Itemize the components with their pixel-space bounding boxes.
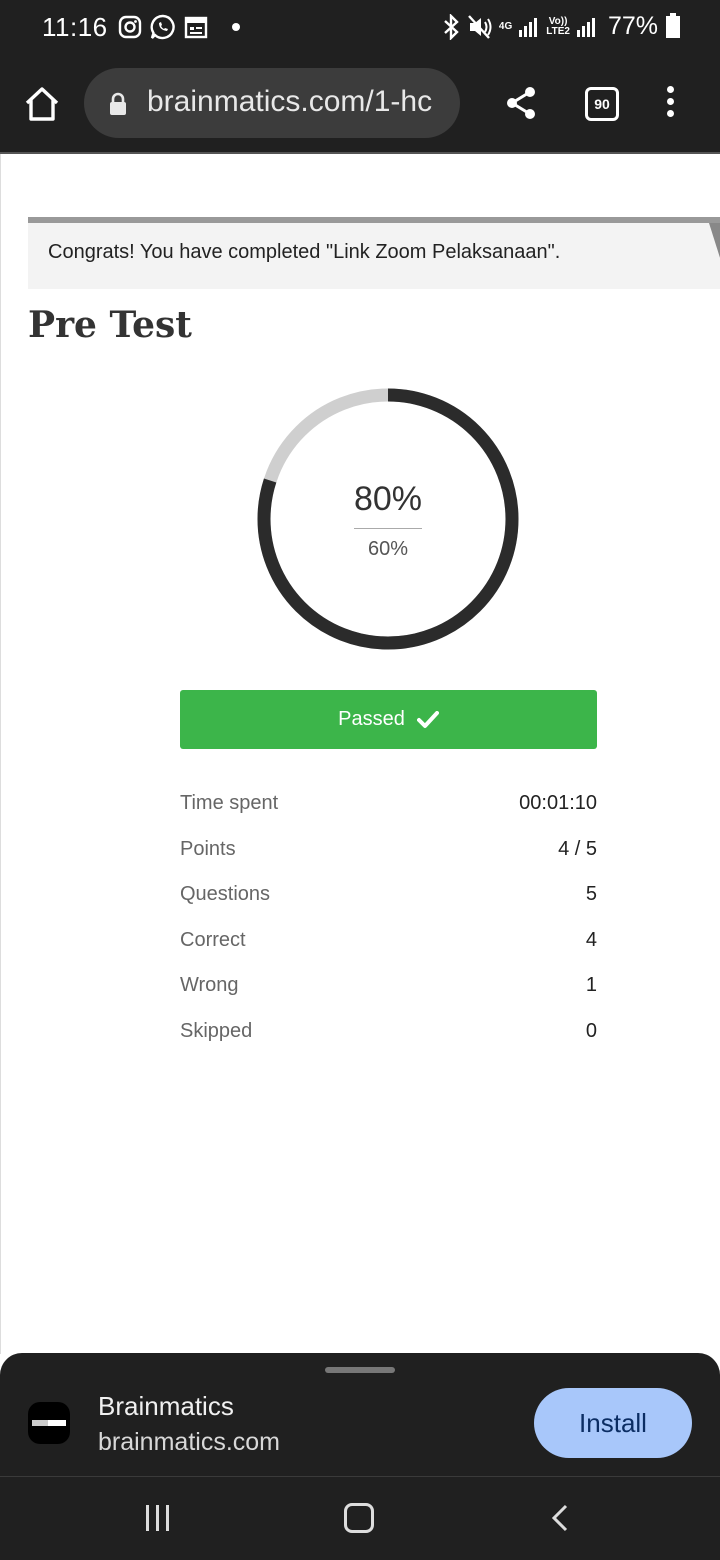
network-vo-label: Vo)) bbox=[548, 15, 568, 27]
stat-label: Skipped bbox=[180, 1019, 253, 1042]
system-icons: 4G Vo)) LTE2 77% bbox=[441, 12, 680, 41]
battery-percent: 77% bbox=[607, 12, 658, 40]
quiz-stats: Time spent 00:01:10 Points 4 / 5 Questio… bbox=[180, 792, 597, 1066]
stat-label: Wrong bbox=[180, 974, 239, 997]
score-ring: 80% 60% bbox=[257, 388, 519, 650]
tab-switcher-button[interactable]: 90 bbox=[585, 87, 619, 121]
nav-home-icon[interactable] bbox=[344, 1503, 374, 1533]
install-button[interactable]: Install bbox=[534, 1388, 692, 1458]
stat-value: 5 bbox=[585, 883, 597, 906]
signal-icon bbox=[519, 17, 538, 37]
home-icon[interactable] bbox=[22, 84, 62, 124]
stat-row-time-spent: Time spent 00:01:10 bbox=[180, 792, 597, 838]
sheet-divider bbox=[0, 1476, 720, 1477]
menu-icon[interactable] bbox=[664, 86, 676, 122]
score-percent: 80% bbox=[353, 480, 423, 518]
instagram-icon bbox=[118, 15, 142, 39]
score-ring-graphic bbox=[257, 388, 519, 650]
more-notifications-dot bbox=[232, 23, 240, 31]
app-logo bbox=[28, 1402, 70, 1444]
calendar-icon bbox=[184, 16, 208, 39]
battery-icon bbox=[666, 12, 680, 38]
notice-corner bbox=[709, 223, 720, 261]
network-lte-label: LTE2 bbox=[546, 25, 570, 37]
bluetooth-icon bbox=[444, 13, 459, 40]
status-time: 11:16 bbox=[42, 12, 108, 42]
score-ring-progress bbox=[257, 388, 519, 650]
back-icon[interactable] bbox=[549, 1503, 571, 1533]
stat-value: 1 bbox=[585, 974, 597, 997]
whatsapp-icon bbox=[150, 14, 175, 40]
toolbar-divider bbox=[0, 152, 720, 154]
install-app-sheet: Brainmatics brainmatics.com Install bbox=[0, 1353, 720, 1477]
network-4g: 4G bbox=[498, 20, 513, 32]
signal-icon bbox=[576, 17, 595, 37]
stat-row-wrong: Wrong 1 bbox=[180, 974, 597, 1020]
stat-value: 0 bbox=[585, 1019, 597, 1042]
result-label: Passed bbox=[338, 708, 405, 730]
check-icon bbox=[416, 710, 439, 728]
address-bar[interactable]: brainmatics.com/1-hc bbox=[84, 68, 460, 138]
result-badge: Passed bbox=[180, 690, 597, 749]
stat-value: 00:01:10 bbox=[519, 792, 597, 814]
status-bar: 11:16 4G Vo)) LTE2 77% bbox=[0, 0, 720, 56]
stat-value: 4 bbox=[585, 928, 597, 951]
stat-row-points: Points 4 / 5 bbox=[180, 838, 597, 884]
browser-toolbar: brainmatics.com/1-hc 90 bbox=[0, 56, 720, 152]
app-domain: brainmatics.com bbox=[98, 1428, 280, 1456]
completion-notice: Congrats! You have completed "Link Zoom … bbox=[28, 217, 720, 289]
lock-icon bbox=[110, 92, 126, 115]
system-nav-bar bbox=[0, 1477, 720, 1560]
stat-row-questions: Questions 5 bbox=[180, 883, 597, 929]
quiz-title: Pre Test bbox=[28, 304, 192, 346]
score-divider bbox=[354, 528, 422, 529]
page-content: Congrats! You have completed "Link Zoom … bbox=[0, 154, 720, 1354]
stat-label: Points bbox=[180, 837, 236, 860]
share-icon[interactable] bbox=[503, 85, 539, 121]
stat-label: Questions bbox=[180, 883, 271, 906]
completion-notice-text: Congrats! You have completed "Link Zoom … bbox=[48, 241, 561, 263]
notification-icons bbox=[118, 14, 240, 40]
stat-row-skipped: Skipped 0 bbox=[180, 1020, 597, 1066]
app-name: Brainmatics bbox=[98, 1391, 234, 1421]
stat-label: Time spent bbox=[180, 792, 279, 814]
url-text: brainmatics.com/1-hc bbox=[147, 85, 433, 118]
network-lte: Vo)) LTE2 bbox=[546, 15, 570, 37]
stat-value: 4 / 5 bbox=[558, 837, 597, 860]
stat-row-correct: Correct 4 bbox=[180, 929, 597, 975]
mute-icon bbox=[468, 14, 492, 39]
stat-label: Correct bbox=[180, 928, 246, 951]
passing-percent: 60% bbox=[367, 538, 409, 560]
sheet-drag-handle[interactable] bbox=[325, 1367, 395, 1373]
recents-icon[interactable] bbox=[144, 1505, 172, 1531]
